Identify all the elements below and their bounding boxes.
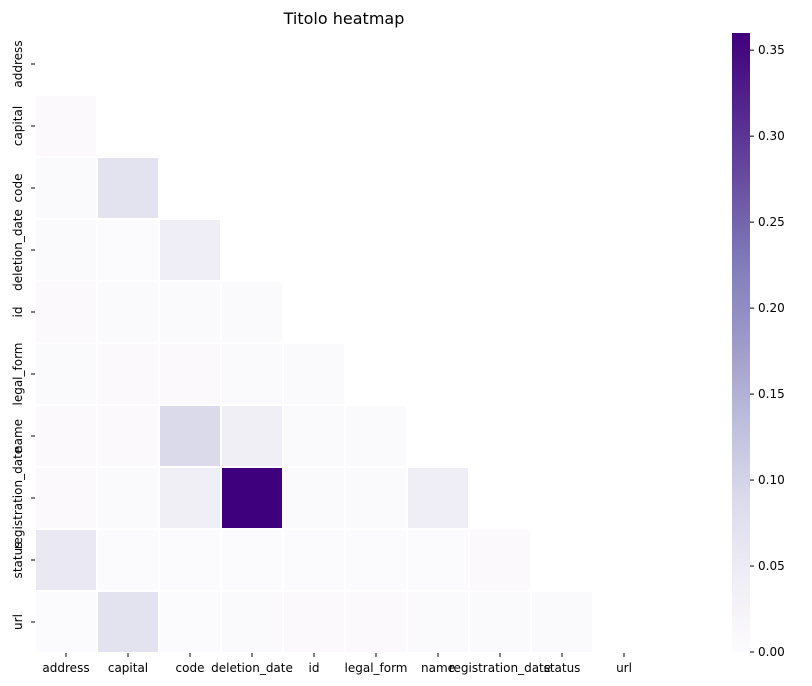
heatmap-cell — [220, 466, 284, 530]
x-tick-label: status — [544, 661, 581, 675]
heatmap-cell — [158, 280, 222, 344]
heatmap-cell — [406, 466, 470, 530]
y-tick-label: address — [11, 40, 25, 87]
heatmap-cell — [34, 528, 98, 592]
heatmap-cells — [34, 94, 594, 654]
y-tick-label: status — [11, 542, 25, 579]
colorbar-tick-label: 0.15 — [758, 387, 785, 401]
x-tick-label: name — [421, 661, 455, 675]
y-tick-label: deletion_date — [11, 209, 25, 291]
heatmap-cell — [158, 404, 222, 468]
y-tick-label: name — [11, 419, 25, 453]
heatmap-cell — [530, 590, 594, 654]
y-tick-label: id — [11, 307, 25, 318]
heatmap-cell — [96, 218, 160, 282]
colorbar-tick-label: 0.10 — [758, 473, 785, 487]
colorbar-tick-label: 0.20 — [758, 301, 785, 315]
x-tick-label: address — [42, 661, 89, 675]
heatmap-cell — [282, 404, 346, 468]
heatmap-cell — [158, 218, 222, 282]
heatmap-cell — [282, 466, 346, 530]
heatmap-cell — [96, 590, 160, 654]
heatmap-cell — [34, 466, 98, 530]
heatmap-cell — [406, 590, 470, 654]
heatmap-cell — [282, 342, 346, 406]
x-tick-label: code — [176, 661, 205, 675]
heatmap-cell — [158, 342, 222, 406]
heatmap-cell — [468, 590, 532, 654]
heatmap-cell — [96, 280, 160, 344]
colorbar-ticks: 0.00 0.05 0.10 0.15 0.20 0.25 0.30 0.35 — [750, 43, 785, 659]
heatmap-cell — [34, 156, 98, 220]
heatmap-cell — [468, 528, 532, 592]
heatmap-cell — [344, 466, 408, 530]
heatmap-cell — [96, 466, 160, 530]
heatmap-cell — [96, 342, 160, 406]
heatmap-cell — [158, 590, 222, 654]
colorbar-tick-label: 0.05 — [758, 559, 785, 573]
heatmap-cell — [406, 528, 470, 592]
y-tick-label: legal_form — [11, 343, 25, 406]
heatmap-cell — [96, 528, 160, 592]
heatmap-cell — [34, 280, 98, 344]
x-tick-label: capital — [108, 661, 148, 675]
x-tick-label: legal_form — [345, 661, 408, 675]
heatmap-cell — [220, 404, 284, 468]
chart-title: Titolo heatmap — [283, 9, 405, 28]
colorbar-tick-label: 0.35 — [758, 43, 785, 57]
heatmap-cell — [220, 342, 284, 406]
x-tick-label: deletion_date — [211, 661, 293, 675]
heatmap-cell — [34, 404, 98, 468]
colorbar-tick-label: 0.30 — [758, 129, 785, 143]
heatmap-cell — [282, 528, 346, 592]
heatmap-cell — [96, 404, 160, 468]
y-tick-label: capital — [11, 106, 25, 146]
colorbar-tick-label: 0.25 — [758, 215, 785, 229]
heatmap-cell — [220, 590, 284, 654]
heatmap-cell — [158, 466, 222, 530]
heatmap-cell — [34, 342, 98, 406]
heatmap-cell — [344, 528, 408, 592]
x-tick-label: id — [309, 661, 320, 675]
heatmap-cell — [34, 94, 98, 158]
x-tick-label: url — [616, 661, 632, 675]
heatmap-cell — [344, 404, 408, 468]
heatmap-cell — [34, 590, 98, 654]
heatmap-cell — [158, 528, 222, 592]
heatmap-cell — [344, 590, 408, 654]
x-axis-ticks: address capital code deletion_date id legal_f… — [42, 653, 632, 675]
colorbar-tick-label: 0.00 — [758, 645, 785, 659]
heatmap-cell — [96, 156, 160, 220]
heatmap-cell — [282, 590, 346, 654]
colorbar: 0.00 0.05 0.10 0.15 0.20 0.25 0.30 0.35 — [732, 33, 785, 659]
heatmap-cell — [220, 528, 284, 592]
x-tick-label: registration_date — [449, 661, 551, 675]
y-tick-label: registration_date — [11, 447, 25, 549]
heatmap-cell — [220, 280, 284, 344]
heatmap-cell — [34, 218, 98, 282]
y-tick-label: url — [11, 614, 25, 630]
y-tick-label: code — [11, 174, 25, 203]
colorbar-gradient — [732, 33, 750, 652]
